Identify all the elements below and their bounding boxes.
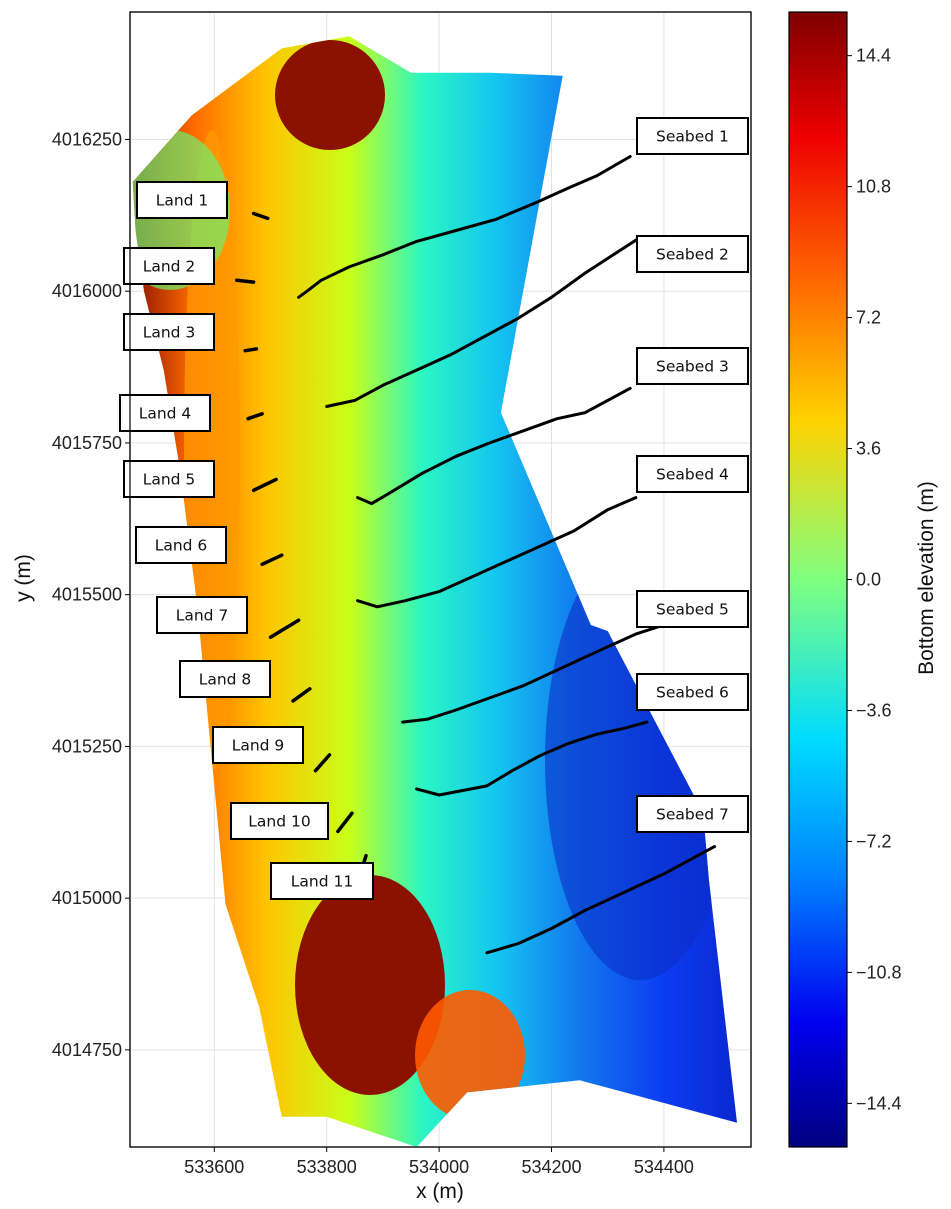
- track-land-8: [291, 687, 312, 703]
- colorbar-tick-label: 3.6: [856, 439, 881, 459]
- label-text-land-4: Land 4: [139, 405, 192, 423]
- label-text-land-2: Land 2: [143, 258, 196, 276]
- track-land-4: [246, 412, 264, 421]
- label-box-land-1: [136, 181, 228, 219]
- y-tick-label: 4015250: [52, 736, 122, 756]
- x-tick-label: 533800: [297, 1157, 357, 1177]
- y-axis-label: y (m): [12, 554, 35, 602]
- track-seabed-7: [485, 845, 716, 955]
- track-land-9: [313, 753, 332, 773]
- track-land-2: [235, 278, 256, 284]
- profile-labels: Land 1 Land 2 Land 3 Land 4 Land 5 Land 6 Land…: [119, 117, 749, 900]
- x-tick-label: 533600: [184, 1157, 244, 1177]
- label-text-land-9: Land 9: [232, 737, 285, 755]
- y-tick-label: 4015000: [52, 888, 122, 908]
- x-axis-ticks: 533600 533800 534000 534200 534400: [184, 1147, 694, 1177]
- track-seabed-5: [401, 623, 666, 724]
- x-tick-label: 534200: [521, 1157, 581, 1177]
- colorbar-label: Bottom elevation (m): [915, 481, 938, 675]
- colorbar-tick-label: −7.2: [856, 831, 892, 851]
- label-box-land-7: [156, 596, 248, 634]
- label-box-seabed-1: [636, 117, 749, 155]
- label-box-land-3: [123, 313, 215, 351]
- colorbar-ticks: 14.4 10.8 7.2 3.6 0.0 −3.6 −7.2 −10.8 −14.4: [847, 46, 902, 1113]
- label-box-land-10: [230, 802, 329, 840]
- y-tick-label: 4015750: [52, 433, 122, 453]
- label-box-seabed-7: [636, 795, 749, 833]
- x-tick-label: 534000: [409, 1157, 469, 1177]
- label-text-land-3: Land 3: [143, 324, 196, 342]
- label-text-seabed-6: Seabed 6: [656, 684, 729, 702]
- colorbar: [788, 11, 848, 1148]
- y-tick-label: 4014750: [52, 1040, 122, 1060]
- track-land-6: [260, 553, 284, 567]
- label-text-seabed-7: Seabed 7: [656, 806, 729, 824]
- label-box-seabed-5: [636, 590, 749, 628]
- x-tick-label: 534400: [634, 1157, 694, 1177]
- colorbar-tick-label: −14.4: [856, 1093, 902, 1113]
- track-land-3: [243, 347, 259, 353]
- label-box-land-8: [179, 660, 271, 698]
- colorbar-tick-label: 10.8: [856, 177, 891, 197]
- x-axis-label: x (m): [416, 1180, 464, 1203]
- colorbar-tick-label: 0.0: [856, 570, 881, 590]
- colorbar-tick-label: −3.6: [856, 700, 892, 720]
- colorbar-tick-label: −10.8: [856, 962, 902, 982]
- label-box-land-6: [135, 526, 227, 564]
- y-tick-label: 4016000: [52, 281, 122, 301]
- label-text-land-8: Land 8: [199, 671, 252, 689]
- label-text-seabed-4: Seabed 4: [656, 466, 729, 484]
- label-box-land-11: [270, 862, 374, 900]
- track-land-5: [251, 477, 278, 493]
- label-box-seabed-3: [636, 347, 749, 385]
- label-box-land-4: [119, 394, 211, 432]
- y-tick-label: 4015500: [52, 585, 122, 605]
- label-text-seabed-1: Seabed 1: [656, 128, 729, 146]
- track-land-1: [251, 211, 270, 221]
- label-text-land-5: Land 5: [143, 471, 196, 489]
- colorbar-tick-label: 7.2: [856, 308, 881, 328]
- track-land-10: [336, 811, 354, 834]
- label-text-seabed-3: Seabed 3: [656, 358, 729, 376]
- track-seabed-3: [356, 386, 632, 506]
- track-seabed-1: [297, 155, 632, 299]
- plot-frame: [129, 11, 752, 1148]
- label-box-seabed-6: [636, 673, 749, 711]
- label-box-seabed-2: [636, 235, 749, 273]
- label-text-land-1: Land 1: [156, 192, 209, 210]
- label-box-seabed-4: [636, 455, 749, 493]
- dune-high-south: [295, 875, 445, 1095]
- label-text-seabed-5: Seabed 5: [656, 601, 729, 619]
- label-box-land-2: [123, 247, 215, 285]
- track-seabed-4: [356, 496, 638, 609]
- label-box-land-9: [212, 726, 304, 764]
- label-text-land-6: Land 6: [155, 537, 208, 555]
- track-land-7: [268, 618, 301, 639]
- dune-orange-south: [415, 990, 525, 1120]
- y-tick-label: 4016250: [52, 129, 122, 149]
- y-axis-ticks: 4014750 4015000 4015250 4015500 4015750 40160…: [52, 129, 130, 1060]
- track-seabed-6: [415, 720, 649, 797]
- colorbar-tick-label: 14.4: [856, 46, 891, 66]
- dune-high-north: [275, 40, 385, 150]
- label-text-seabed-2: Seabed 2: [656, 246, 729, 264]
- label-text-land-10: Land 10: [248, 813, 310, 831]
- label-text-land-11: Land 11: [291, 873, 353, 891]
- track-seabed-2: [325, 235, 643, 408]
- label-box-land-5: [123, 460, 215, 498]
- label-text-land-7: Land 7: [176, 607, 229, 625]
